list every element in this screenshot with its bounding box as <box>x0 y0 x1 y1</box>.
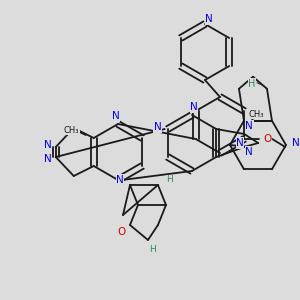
Text: H: H <box>150 245 156 254</box>
Text: N: N <box>292 138 300 148</box>
Text: N: N <box>154 122 162 132</box>
Text: H: H <box>167 176 173 184</box>
Text: N: N <box>190 102 198 112</box>
Text: N: N <box>236 138 244 148</box>
Text: CH₃: CH₃ <box>248 110 264 118</box>
Text: N: N <box>116 175 124 185</box>
Text: N: N <box>44 154 52 164</box>
Text: O: O <box>118 227 126 238</box>
Text: N: N <box>245 121 253 131</box>
Text: O: O <box>263 134 271 144</box>
Text: N: N <box>44 140 52 150</box>
Text: N: N <box>245 147 253 157</box>
Text: H: H <box>248 79 256 89</box>
Text: N: N <box>205 14 213 24</box>
Text: CH₃: CH₃ <box>64 125 80 134</box>
Text: N: N <box>112 111 120 121</box>
